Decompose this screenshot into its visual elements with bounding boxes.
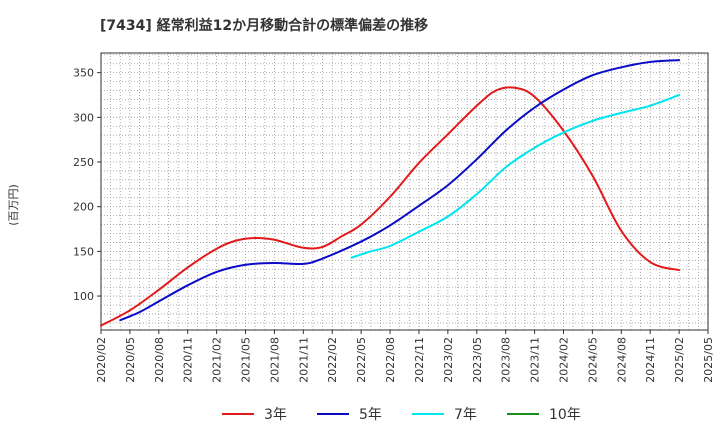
series-lines bbox=[100, 59, 681, 327]
x-tick-label: 2022/08 bbox=[384, 337, 397, 383]
series-line bbox=[100, 86, 681, 327]
y-tick-label: 150 bbox=[73, 245, 94, 258]
y-tick-label: 250 bbox=[73, 156, 94, 169]
legend-label: 7年 bbox=[454, 407, 477, 423]
y-axis-label: (百万円) bbox=[7, 184, 20, 226]
x-tick-label: 2024/02 bbox=[557, 337, 570, 383]
x-tick-label: 2020/02 bbox=[95, 337, 108, 383]
x-tick-label: 2021/11 bbox=[297, 337, 310, 383]
x-tick-label: 2021/02 bbox=[211, 337, 224, 383]
x-tick-label: 2022/02 bbox=[326, 337, 339, 383]
legend: 3年 5年 7年 10年 bbox=[222, 407, 581, 423]
legend-label: 5年 bbox=[359, 407, 382, 423]
legend-label: 3年 bbox=[264, 407, 287, 423]
x-tick-label: 2021/08 bbox=[268, 337, 281, 383]
x-tick-label: 2020/08 bbox=[153, 337, 166, 383]
y-tick-label: 350 bbox=[73, 67, 94, 80]
x-tick-label: 2024/08 bbox=[615, 337, 628, 383]
x-tick-label: 2024/11 bbox=[644, 337, 657, 383]
legend-label: 10年 bbox=[549, 407, 581, 423]
x-tick-label: 2023/05 bbox=[471, 337, 484, 383]
y-tick-label: 300 bbox=[73, 111, 94, 124]
x-tick-label: 2025/02 bbox=[673, 337, 686, 383]
x-tick-label: 2021/05 bbox=[240, 337, 253, 383]
grid bbox=[101, 53, 708, 330]
plot-frame bbox=[100, 52, 709, 331]
chart-title: [7434] 経常利益12か月移動合計の標準偏差の推移 bbox=[100, 17, 428, 34]
series-line bbox=[350, 94, 681, 259]
x-tick-label: 2025/05 bbox=[702, 337, 715, 383]
series-line bbox=[119, 59, 681, 322]
y-tick-label: 200 bbox=[73, 201, 94, 214]
y-tick-label: 100 bbox=[73, 290, 94, 303]
x-tick-label: 2020/05 bbox=[124, 337, 137, 383]
x-tick-label: 2023/08 bbox=[500, 337, 513, 383]
x-tick-label: 2023/11 bbox=[529, 337, 542, 383]
x-tick-label: 2022/05 bbox=[355, 337, 368, 383]
x-tick-label: 2020/11 bbox=[182, 337, 195, 383]
axes: 100 150 200 250 300 350 2020/02 2020/05 2020/08 2… bbox=[73, 67, 715, 383]
x-tick-label: 2022/11 bbox=[413, 337, 426, 383]
x-tick-label: 2023/02 bbox=[442, 337, 455, 383]
x-tick-label: 2024/05 bbox=[586, 337, 599, 383]
